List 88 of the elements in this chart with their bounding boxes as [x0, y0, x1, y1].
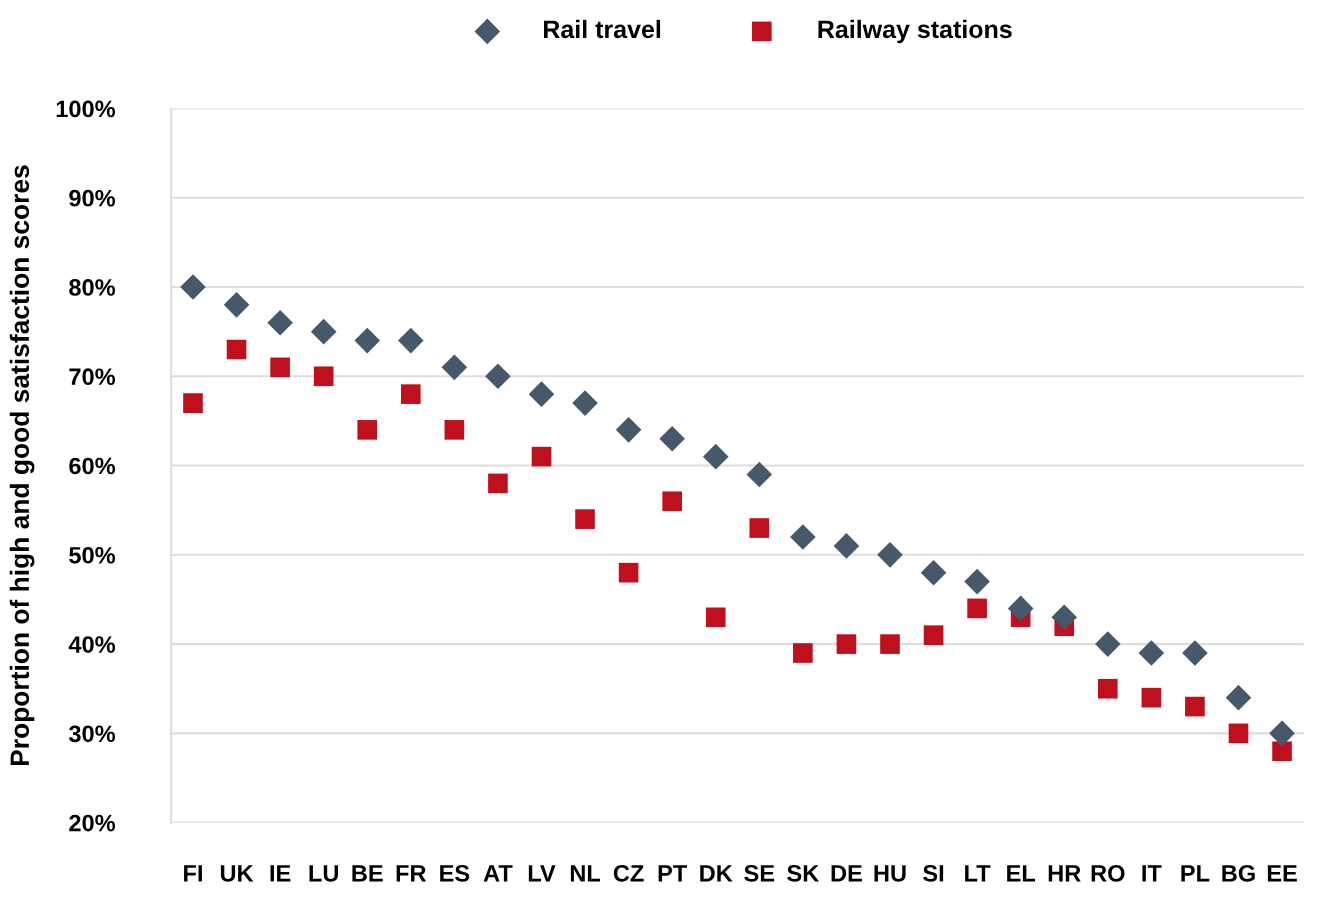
x-tick-label: BE [352, 865, 383, 882]
point [528, 381, 555, 407]
point [441, 354, 468, 381]
point [662, 491, 682, 512]
y-tick-label: 40% [68, 636, 116, 653]
point [572, 390, 598, 416]
point [400, 384, 421, 404]
x-tick-label: FI [184, 865, 202, 882]
point [398, 327, 424, 354]
point [313, 366, 334, 387]
x-tick-label: PL [1181, 865, 1210, 882]
point [615, 417, 642, 443]
point [485, 363, 511, 390]
point [1182, 640, 1208, 666]
x-tick-label: NL [570, 865, 601, 882]
x-tick-label: DE [831, 865, 862, 882]
x-tick-label: RO [1091, 864, 1125, 882]
point [920, 559, 947, 586]
x-tick-label: SE [744, 864, 775, 882]
point [967, 598, 987, 619]
point [749, 518, 770, 538]
point [1095, 631, 1121, 657]
point [880, 634, 900, 654]
point [1007, 595, 1034, 622]
point [746, 461, 773, 488]
x-tick-label: FR [396, 865, 427, 882]
x-tick-label: IE [270, 865, 291, 882]
point [877, 542, 903, 568]
x-tick-label: SI [923, 864, 944, 882]
x-tick-label: IT [1142, 865, 1162, 882]
point [1228, 723, 1249, 744]
point [702, 443, 729, 470]
point [1051, 604, 1078, 631]
y-tick-label: 70% [69, 368, 116, 386]
y-tick-label: 90% [69, 189, 116, 207]
point [836, 634, 857, 654]
point [223, 292, 250, 318]
point [444, 420, 465, 440]
point [531, 446, 552, 467]
x-tick-label: LT [965, 865, 991, 882]
point [790, 524, 816, 550]
point [354, 327, 381, 354]
x-tick-label: UK [220, 865, 254, 882]
point [1141, 687, 1162, 708]
x-tick-label: PT [658, 865, 688, 882]
point [1097, 678, 1118, 699]
point [923, 625, 944, 645]
point [1138, 640, 1165, 666]
point [1185, 696, 1205, 717]
x-tick-label: DK [700, 865, 733, 882]
point [1272, 741, 1292, 762]
x-tick-label: ES [440, 864, 470, 882]
x-tick-label: SK [787, 864, 820, 882]
y-tick-label: 50% [69, 546, 116, 564]
point [1225, 684, 1252, 711]
y-axis-title: Proportion of high and good satisfaction scores [9, 165, 35, 766]
point [183, 393, 203, 413]
y-tick-label: 100% [56, 100, 116, 118]
point [357, 420, 378, 440]
y-tick-label: 30% [68, 725, 116, 743]
point [488, 473, 508, 494]
point [180, 274, 206, 300]
y-tick-label: 80% [69, 279, 116, 296]
x-tick-label: EE [1267, 865, 1297, 882]
point [659, 425, 685, 452]
point [793, 643, 813, 663]
x-tick-label: HR [1048, 865, 1081, 882]
point [270, 357, 290, 378]
point [310, 318, 337, 345]
point [1269, 720, 1295, 747]
point [267, 309, 293, 336]
point [226, 339, 247, 360]
x-tick-label: EL [1007, 865, 1036, 882]
x-tick-label: HU [874, 865, 906, 882]
x-tick-label: AT [483, 865, 513, 882]
x-tick-label: CZ [613, 864, 644, 882]
point [618, 562, 639, 583]
point [705, 607, 726, 628]
legend-label: Rail travel [544, 19, 661, 39]
point [964, 568, 990, 595]
point [833, 533, 860, 559]
legend-label: Railway stations [818, 19, 1012, 44]
y-tick-label: 60% [69, 457, 116, 475]
x-tick-label: LU [309, 865, 338, 882]
y-tick-label: 20% [69, 814, 116, 832]
point [575, 509, 595, 529]
x-tick-label: LV [528, 865, 556, 882]
x-tick-label: BG [1222, 864, 1255, 882]
